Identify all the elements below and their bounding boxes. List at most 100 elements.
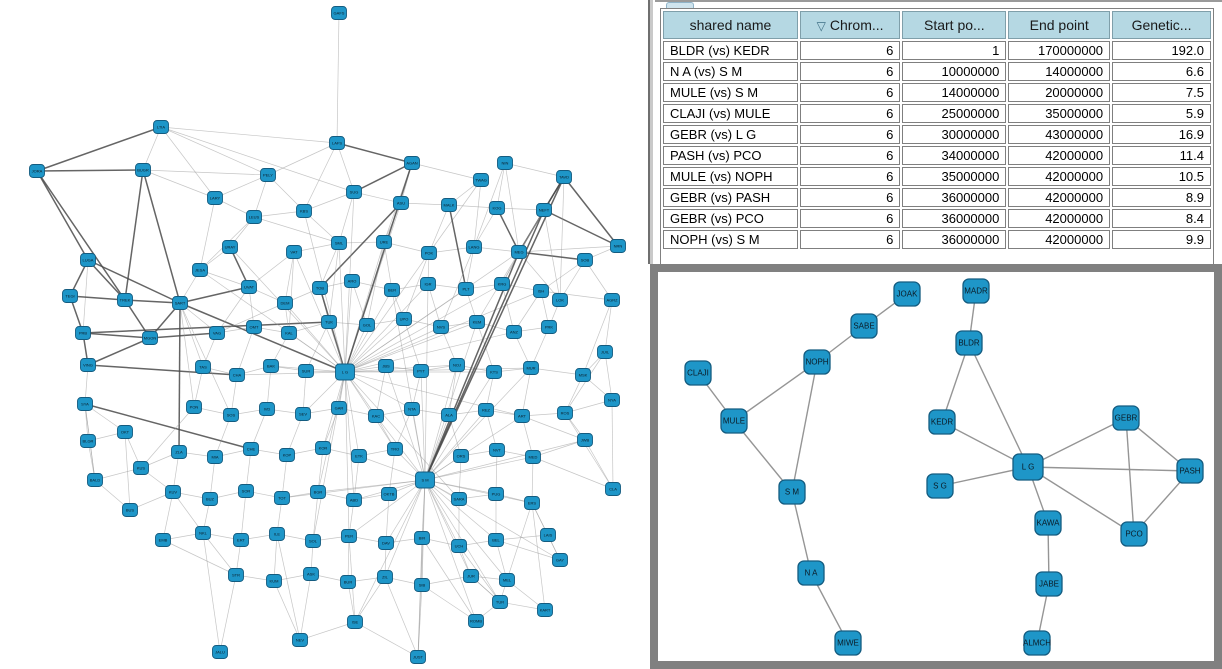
- network-node[interactable]: TAS: [195, 360, 211, 374]
- network-node[interactable]: LUGA: [80, 253, 96, 267]
- column-header-1[interactable]: ▽ Chrom...: [799, 11, 901, 39]
- network-node[interactable]: JOAK: [893, 281, 921, 307]
- network-node[interactable]: SOB: [577, 253, 593, 267]
- network-node[interactable]: JORA: [29, 164, 45, 178]
- network-node[interactable]: BEL: [488, 533, 504, 547]
- network-node[interactable]: BAK: [263, 359, 279, 373]
- network-node[interactable]: TOB: [312, 281, 328, 295]
- network-node[interactable]: ZIL: [377, 570, 393, 584]
- network-node[interactable]: KART: [537, 603, 553, 617]
- network-node[interactable]: IGR: [420, 277, 436, 291]
- network-node[interactable]: JUR: [463, 569, 479, 583]
- network-node[interactable]: MIA: [207, 450, 223, 464]
- network-node[interactable]: L G: [335, 363, 355, 381]
- table-row[interactable]: GEBR (vs) PCO 6 36000000 42000000 8.4: [663, 209, 1211, 228]
- network-node[interactable]: NTA: [404, 402, 420, 416]
- network-node[interactable]: KOG: [489, 201, 505, 215]
- network-node[interactable]: CLAJI: [684, 360, 712, 386]
- network-node[interactable]: TREK: [117, 293, 133, 307]
- network-node[interactable]: TUK: [321, 315, 337, 329]
- network-node[interactable]: PRK: [541, 320, 557, 334]
- network-node[interactable]: SIB: [414, 578, 430, 592]
- network-node[interactable]: KAC: [368, 409, 384, 423]
- network-node[interactable]: ERT: [233, 533, 249, 547]
- table-row[interactable]: GEBR (vs) PASH 6 36000000 42000000 8.9: [663, 188, 1211, 207]
- network-node[interactable]: JABE: [1035, 571, 1063, 597]
- table-row[interactable]: NOPH (vs) S M 6 36000000 42000000 9.9: [663, 230, 1211, 249]
- network-node[interactable]: KEM: [469, 315, 485, 329]
- network-node[interactable]: BUS: [122, 503, 138, 517]
- network-node[interactable]: PCO: [1120, 521, 1148, 547]
- network-node[interactable]: NEV: [292, 633, 308, 647]
- network-node[interactable]: ANZ: [506, 325, 522, 339]
- network-node[interactable]: BUR: [340, 575, 356, 589]
- network-node[interactable]: PUG: [488, 487, 504, 501]
- table-row[interactable]: GEBR (vs) L G 6 30000000 43000000 16.9: [663, 125, 1211, 144]
- table-row[interactable]: CLAJI (vs) MULE 6 25000000 35000000 5.9: [663, 104, 1211, 123]
- network-node[interactable]: OKT: [117, 425, 133, 439]
- network-node[interactable]: PLT: [458, 282, 474, 296]
- network-node[interactable]: ISE: [347, 615, 363, 629]
- network-node[interactable]: VAG: [209, 326, 225, 340]
- network-node[interactable]: PYT: [413, 364, 429, 378]
- network-node[interactable]: LEUS: [246, 210, 262, 224]
- network-node[interactable]: ART: [514, 409, 530, 423]
- network-node[interactable]: KOP: [279, 448, 295, 462]
- network-node[interactable]: NYA: [604, 393, 620, 407]
- network-node[interactable]: ETK: [351, 449, 367, 463]
- network-node[interactable]: JUST: [410, 650, 426, 664]
- network-node[interactable]: LAFS: [329, 136, 345, 150]
- network-node[interactable]: REZ: [478, 403, 494, 417]
- network-node[interactable]: SARA: [451, 492, 467, 506]
- table-row[interactable]: MULE (vs) NOPH 6 35000000 42000000 10.5: [663, 167, 1211, 186]
- network-node[interactable]: URE: [376, 235, 392, 249]
- network-node[interactable]: CHE: [243, 442, 259, 456]
- network-node[interactable]: UPO: [396, 312, 412, 326]
- network-node[interactable]: NVS: [433, 320, 449, 334]
- network-node[interactable]: KAL: [281, 326, 297, 340]
- network-node[interactable]: UVAT: [241, 280, 257, 294]
- network-node[interactable]: KEDR: [928, 409, 956, 435]
- network-node[interactable]: ABD: [346, 493, 362, 507]
- network-node[interactable]: MEG: [511, 245, 527, 259]
- network-node[interactable]: AGAN: [404, 156, 420, 170]
- network-node[interactable]: POK: [421, 246, 437, 260]
- network-node[interactable]: NIN: [497, 156, 513, 170]
- table-row[interactable]: BLDR (vs) KEDR 6 1 170000000 192.0: [663, 41, 1211, 60]
- network-node[interactable]: MSK: [575, 368, 591, 382]
- network-node[interactable]: LTIA: [153, 120, 169, 134]
- network-node[interactable]: BUGR: [135, 163, 151, 177]
- network-node[interactable]: SUG: [346, 185, 362, 199]
- network-node[interactable]: BLDR: [955, 330, 983, 356]
- network-node[interactable]: BGR: [310, 485, 326, 499]
- network-node[interactable]: LAIS: [540, 528, 556, 542]
- column-header-3[interactable]: End point: [1008, 11, 1111, 39]
- network-node[interactable]: MALK: [441, 198, 457, 212]
- network-node[interactable]: PER: [341, 529, 357, 543]
- network-node[interactable]: NOPH: [803, 349, 831, 375]
- network-node[interactable]: MADR: [962, 278, 990, 304]
- network-node[interactable]: VING: [80, 358, 96, 372]
- network-node[interactable]: JALU: [212, 645, 228, 659]
- network-node[interactable]: KAWA: [1034, 510, 1062, 536]
- network-node[interactable]: PON: [186, 400, 202, 414]
- network-node[interactable]: ASK: [303, 567, 319, 581]
- network-node[interactable]: VAT: [286, 245, 302, 259]
- network-node[interactable]: TWAG: [473, 173, 489, 187]
- network-node[interactable]: ALA: [441, 408, 457, 422]
- network-node[interactable]: S G: [926, 473, 954, 499]
- filter-icon[interactable]: ▽: [816, 19, 826, 33]
- network-node[interactable]: SOL: [305, 534, 321, 548]
- network-node[interactable]: JUIL: [597, 345, 613, 359]
- network-node[interactable]: JESA: [192, 263, 208, 277]
- network-node[interactable]: UCH: [451, 539, 467, 553]
- network-node[interactable]: OKTB: [381, 487, 397, 501]
- network-node[interactable]: KTS: [486, 365, 502, 379]
- network-node[interactable]: ROS: [557, 406, 573, 420]
- network-node[interactable]: S M: [415, 471, 435, 489]
- network-node[interactable]: SEV: [295, 407, 311, 421]
- network-node[interactable]: SYA: [77, 397, 93, 411]
- network-node[interactable]: KUS: [133, 461, 149, 475]
- network-node[interactable]: SOS: [223, 408, 239, 422]
- network-node[interactable]: MUR: [523, 361, 539, 375]
